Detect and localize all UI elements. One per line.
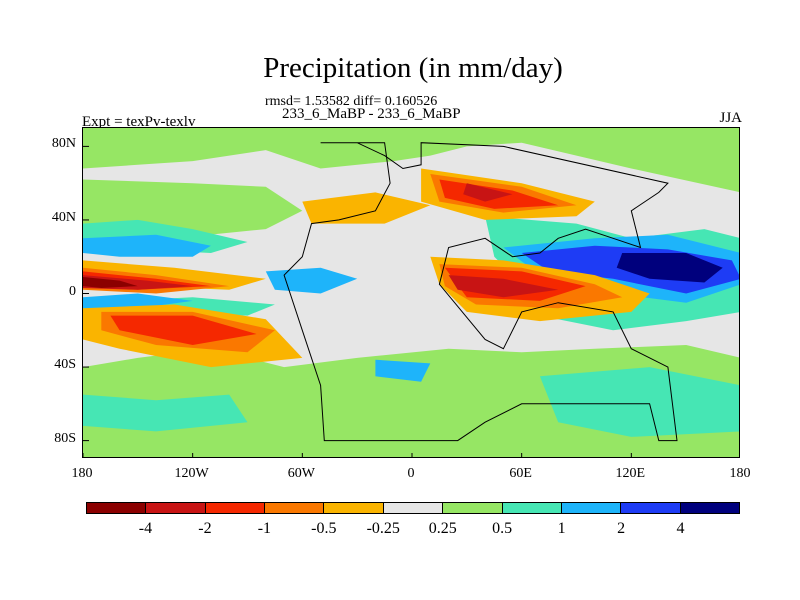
x-tick-label: 60E <box>509 466 532 481</box>
colorbar-swatch <box>383 503 444 513</box>
y-tick-label: 0 <box>69 283 76 299</box>
colorbar-swatch <box>324 503 384 513</box>
precip-region-25 <box>110 315 257 345</box>
precip-region-14 <box>616 253 723 283</box>
precip-region-5 <box>83 394 248 432</box>
colorbar-swatch <box>87 503 147 513</box>
precip-region-0 <box>83 128 739 192</box>
colorbar-swatch <box>146 503 206 513</box>
colorbar-swatch <box>443 503 503 513</box>
x-tick-label: 120E <box>615 466 646 481</box>
colorbar-swatch <box>502 503 562 513</box>
precip-region-31 <box>83 277 138 288</box>
subtitle-label: 233_6_MaBP - 233_6_MaBP <box>282 106 461 122</box>
x-tick-label: 0 <box>407 466 415 481</box>
x-tick-label: 180 <box>729 466 751 481</box>
precip-region-10 <box>83 293 193 309</box>
colorbar-swatch <box>265 503 325 513</box>
stats-label: rmsd= 1.53582 diff= 0.160526 <box>265 94 438 109</box>
continent-outline <box>283 142 678 442</box>
map-title: Precipitation (in mm/day) <box>263 52 563 84</box>
y-tick-label: 40S <box>54 357 76 373</box>
x-tick-label: 180 <box>71 466 93 481</box>
precip-region-17 <box>302 192 431 224</box>
y-tick-label: 80S <box>54 430 76 446</box>
precip-region-30 <box>463 183 513 202</box>
season-label: JJA <box>719 110 742 126</box>
map-panel <box>82 127 740 458</box>
x-tick-label: 60W <box>287 466 315 481</box>
colorbar-label: 0.25 <box>428 520 457 537</box>
colorbar-label: -2 <box>198 520 212 537</box>
colorbar-swatch <box>561 503 622 513</box>
precip-region-29 <box>448 275 559 298</box>
colorbar <box>86 502 740 514</box>
precip-region-12 <box>375 359 431 382</box>
colorbar-label: 0.5 <box>492 520 513 537</box>
precipitation-map <box>83 128 739 457</box>
precip-region-2 <box>83 345 739 457</box>
colorbar-label: -1 <box>257 520 272 537</box>
precip-region-9 <box>265 267 358 294</box>
y-tick-label: 40N <box>51 209 76 225</box>
precip-region-8 <box>83 234 211 257</box>
experiment-label: Expt = texPv-texlv <box>82 114 196 130</box>
x-tick-label: 120W <box>174 466 209 481</box>
y-tick-label: 80N <box>51 136 76 152</box>
colorbar-label: 2 <box>617 520 626 537</box>
colorbar-label: -0.25 <box>366 520 400 537</box>
colorbar-swatch <box>621 503 681 513</box>
colorbar-swatch <box>680 503 739 513</box>
colorbar-label: 1 <box>557 520 566 537</box>
precip-region-7 <box>539 367 739 437</box>
colorbar-label: -4 <box>138 520 153 537</box>
colorbar-label: -0.5 <box>311 520 337 537</box>
colorbar-swatch <box>205 503 266 513</box>
colorbar-label: 4 <box>676 520 685 537</box>
